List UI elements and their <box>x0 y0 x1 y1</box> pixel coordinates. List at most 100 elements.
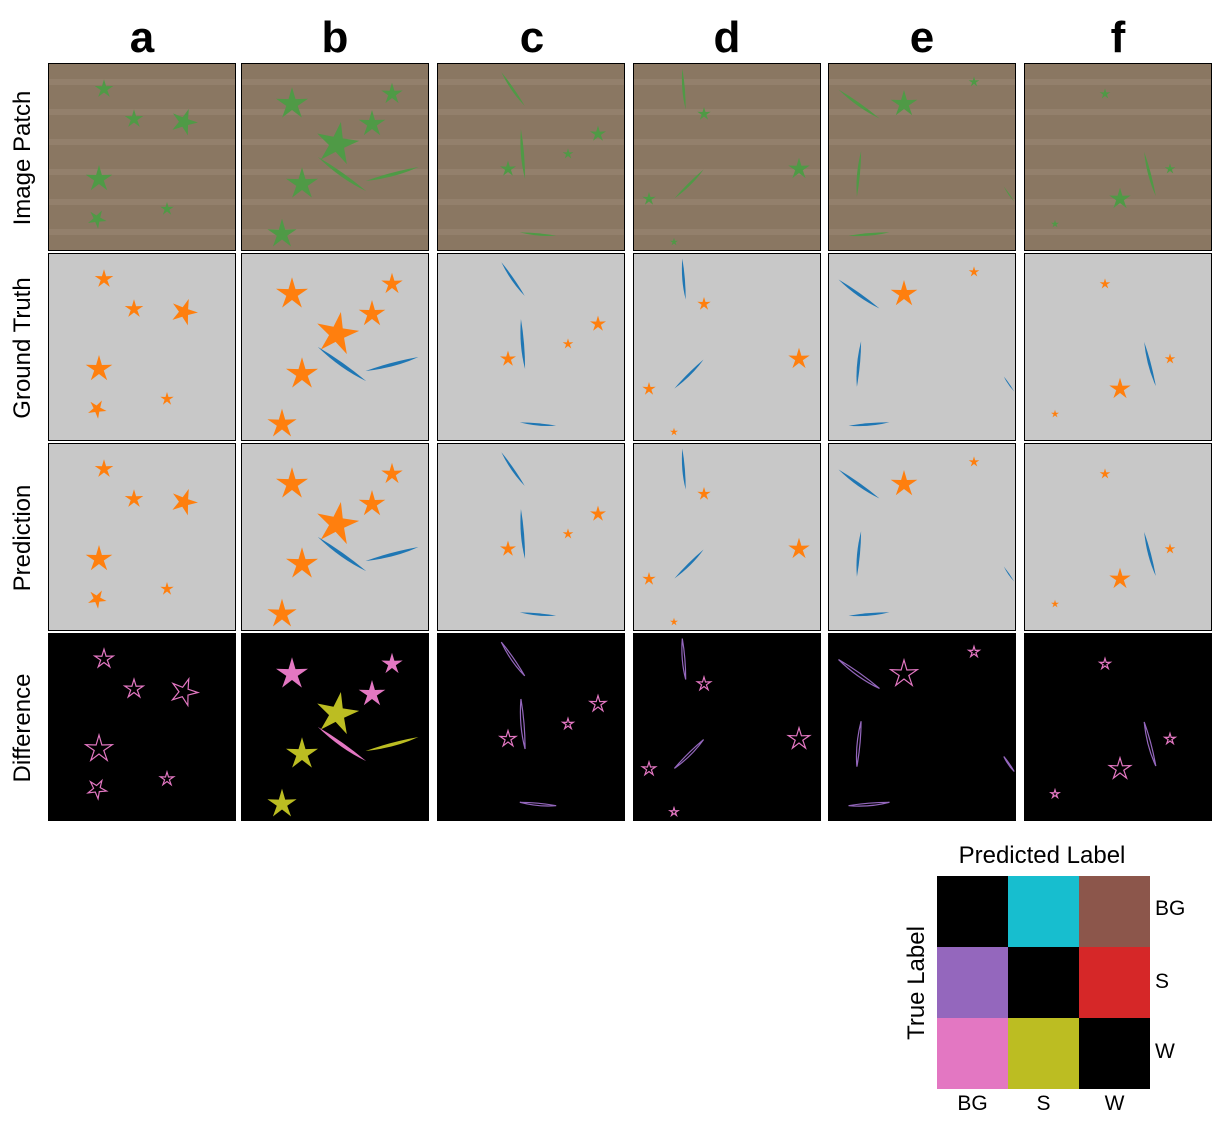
panel-ground-truth-e <box>828 253 1016 441</box>
grass-segment <box>365 737 419 751</box>
broadleaf-segment <box>587 693 609 713</box>
panel-difference-f <box>1024 633 1212 821</box>
broadleaf-segment <box>124 489 144 507</box>
broadleaf-segment <box>890 280 918 306</box>
broadleaf-segment <box>788 157 810 179</box>
broadleaf-segment <box>267 218 297 247</box>
broadleaf-segment <box>890 470 918 496</box>
broadleaf-segment <box>85 545 113 571</box>
legend-title: Predicted Label <box>958 842 1126 869</box>
grass-segment <box>1003 756 1015 772</box>
broadleaf-segment <box>1107 755 1133 780</box>
broadleaf-segment <box>667 805 681 818</box>
broadleaf-segment <box>670 427 678 436</box>
grass-segment <box>520 319 526 369</box>
broadleaf-segment <box>695 674 713 692</box>
broadleaf-segment <box>92 647 116 669</box>
legend-cell-true-s-pred-w <box>1079 947 1150 1018</box>
legend-cell-true-bg-pred-s <box>1008 876 1079 947</box>
broadleaf-segment <box>85 355 113 381</box>
grass-segment <box>1143 721 1157 767</box>
column-label-e: e <box>909 13 935 62</box>
panel-prediction-a <box>48 443 236 631</box>
grass-segment <box>848 801 890 807</box>
broadleaf-segment <box>94 269 114 287</box>
broadleaf-segment <box>1164 353 1176 364</box>
grass-segment <box>520 129 526 179</box>
broadleaf-segment <box>1097 656 1113 671</box>
broadleaf-segment <box>562 528 574 539</box>
broadleaf-segment <box>640 759 658 777</box>
broadleaf-segment <box>562 338 574 349</box>
panel-image-patch-c <box>437 63 625 251</box>
broadleaf-segment <box>83 732 115 762</box>
row-label-difference: Difference <box>9 673 36 783</box>
legend-col-label-s: S <box>1036 1092 1051 1115</box>
broadleaf-segment <box>276 277 308 308</box>
legend-row-label-w: W <box>1155 1040 1175 1063</box>
broadleaf-segment <box>500 160 516 176</box>
broadleaf-segment <box>1164 543 1176 554</box>
grass-segment <box>848 422 890 427</box>
broadleaf-segment <box>1051 219 1059 228</box>
panel-difference-c <box>437 633 625 821</box>
grass-segment <box>519 232 557 237</box>
grass-segment <box>856 531 862 577</box>
broadleaf-segment <box>267 408 297 437</box>
broadleaf-segment <box>158 769 176 787</box>
broadleaf-segment <box>267 788 297 817</box>
broadleaf-segment <box>1109 567 1131 589</box>
grass-segment <box>519 801 557 807</box>
broadleaf-segment <box>670 617 678 626</box>
legend-ylabel: True Label <box>903 926 930 1040</box>
broadleaf-segment <box>1099 468 1111 479</box>
broadleaf-segment <box>160 202 174 215</box>
broadleaf-segment <box>697 487 711 500</box>
panel-difference-b <box>241 633 429 821</box>
grass-segment <box>681 258 686 300</box>
broadleaf-segment <box>160 392 174 405</box>
grass-segment <box>520 509 526 559</box>
broadleaf-segment <box>381 462 403 484</box>
broadleaf-segment <box>590 125 606 141</box>
broadleaf-segment <box>88 400 107 419</box>
row-label-prediction: Prediction <box>9 484 36 592</box>
row-label-ground-truth: Ground Truth <box>9 277 36 419</box>
grass-segment <box>855 721 862 767</box>
legend-col-label-w: W <box>1104 1092 1125 1115</box>
column-label-f: f <box>1110 13 1126 62</box>
grass-segment <box>838 279 880 309</box>
broadleaf-segment <box>317 501 360 545</box>
grass-segment <box>1144 341 1156 387</box>
broadleaf-segment <box>1109 187 1131 209</box>
broadleaf-segment <box>122 677 146 699</box>
legend-cell-true-bg-pred-w <box>1079 876 1150 947</box>
broadleaf-segment <box>642 382 656 395</box>
grass-segment <box>501 262 525 296</box>
grass-segment <box>501 452 525 486</box>
panel-ground-truth-c <box>437 253 625 441</box>
grass-segment <box>674 359 704 389</box>
panel-ground-truth-d <box>633 253 821 441</box>
panel-image-patch-e <box>828 63 1016 251</box>
broadleaf-segment <box>697 297 711 310</box>
grass-segment <box>848 232 890 237</box>
grass-segment <box>317 726 367 762</box>
column-label-a: a <box>129 13 155 62</box>
panel-difference-d <box>633 633 821 821</box>
grass-segment <box>519 698 526 750</box>
broadleaf-segment <box>170 676 201 708</box>
broadleaf-segment <box>286 737 318 768</box>
broadleaf-segment <box>317 311 360 355</box>
legend-cell-true-s-pred-s <box>1008 947 1079 1018</box>
grass-segment <box>317 346 367 382</box>
grass-segment <box>856 151 862 197</box>
grass-segment <box>838 89 880 119</box>
legend-col-label-bg: BG <box>957 1092 988 1115</box>
broadleaf-segment <box>500 540 516 556</box>
broadleaf-segment <box>500 350 516 366</box>
broadleaf-segment <box>562 148 574 159</box>
broadleaf-segment <box>1162 731 1178 746</box>
broadleaf-segment <box>358 110 386 136</box>
grass-segment <box>501 72 525 106</box>
